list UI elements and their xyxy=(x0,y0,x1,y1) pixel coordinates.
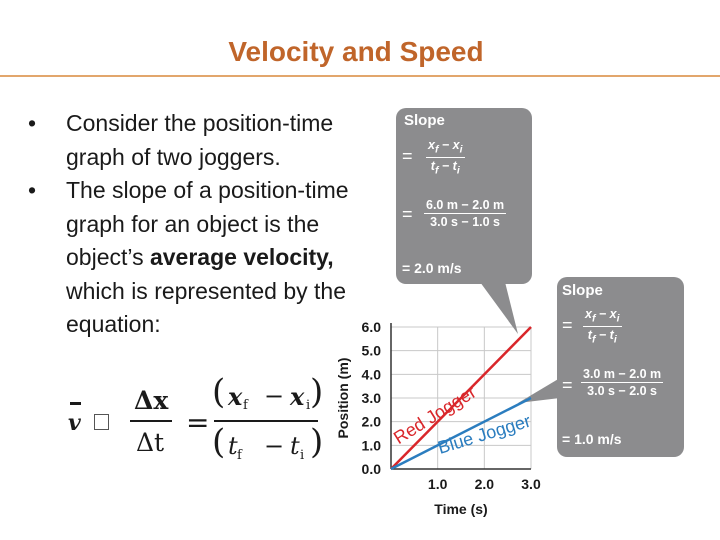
delta-x: Δx xyxy=(134,386,169,415)
y-tick-label: 6.0 xyxy=(362,319,382,335)
minus-sign: − xyxy=(264,382,285,410)
subscript-initial: i xyxy=(306,398,311,413)
x-tick-label: 2.0 xyxy=(475,476,495,492)
paren-open-bottom: ( xyxy=(212,422,226,462)
slope-callout-red: Slope = xf − xi tf − ti = 6.0 m − 2.0 m … xyxy=(396,108,532,284)
y-tick-label: 4.0 xyxy=(362,366,382,382)
y-tick-label: 5.0 xyxy=(362,343,382,359)
paren-close-top: ) xyxy=(310,372,324,412)
bullet-1-text: Consider the position-time graph of two … xyxy=(66,110,334,170)
slope-2-result: = 1.0 m/s xyxy=(562,431,622,447)
bullet-list: • Consider the position-time graph of tw… xyxy=(28,107,388,342)
x-tick-label: 3.0 xyxy=(521,476,541,492)
bullet-2-text-end: which is represented by the equation: xyxy=(66,277,346,338)
bullet-dot-icon: • xyxy=(28,177,37,203)
equals-sign: = xyxy=(186,406,210,439)
missing-glyph-box-icon xyxy=(94,414,109,430)
subscript-initial-2: i xyxy=(300,448,305,463)
x-initial: x xyxy=(290,382,305,411)
slope-2-eq-2: = xyxy=(562,375,573,395)
slope-1-eq-2: = xyxy=(402,204,413,224)
slope-callout-blue: Slope = xf − xi tf − ti = 3.0 m − 2.0 m … xyxy=(557,277,684,457)
subscript-final: f xyxy=(243,398,248,413)
chart-axes xyxy=(390,323,531,470)
y-tick-label: 3.0 xyxy=(362,390,382,406)
x-axis-label: Time (s) xyxy=(434,501,487,517)
slope-1-result: = 2.0 m/s xyxy=(402,260,462,276)
slope-1-formula: xf − xi tf − ti xyxy=(426,138,465,176)
slope-1-pointer xyxy=(480,282,518,334)
t-initial: t xyxy=(290,432,300,460)
y-tick-label: 1.0 xyxy=(362,437,382,453)
bullet-2-text: The slope of a position-time graph for a… xyxy=(66,177,349,270)
delta-t: Δt xyxy=(136,428,165,457)
paren-open-top: ( xyxy=(212,372,226,412)
slope-1-eq-1: = xyxy=(402,146,413,166)
v-bar xyxy=(70,402,81,405)
slope-1-values: 6.0 m − 2.0 m 3.0 s − 1.0 s xyxy=(424,198,507,229)
y-axis-label: Position (m) xyxy=(335,358,351,439)
paren-close-bottom: ) xyxy=(310,422,324,462)
slope-2-eq-1: = xyxy=(562,315,573,335)
fraction-bar-1 xyxy=(130,420,172,422)
bullet-item-2: • The slope of a position-time graph for… xyxy=(28,174,388,342)
minus-sign-2: − xyxy=(264,432,285,460)
y-tick-label: 0.0 xyxy=(362,461,382,477)
slope-2-values: 3.0 m − 2.0 m 3.0 s − 2.0 s xyxy=(581,367,664,398)
average-velocity-equation: v Δx Δt = ( x f − x i ) ( t f − t i ) xyxy=(66,372,356,472)
bullet-2-bold: average velocity, xyxy=(149,244,334,270)
bullet-item-1: • Consider the position-time graph of tw… xyxy=(28,107,388,174)
x-final: x xyxy=(228,382,243,411)
y-tick-label: 2.0 xyxy=(362,414,382,430)
t-final: t xyxy=(228,432,238,460)
slide-title: Velocity and Speed xyxy=(228,36,484,67)
blue-jogger-line xyxy=(390,396,532,471)
slope-2-formula: xf − xi tf − ti xyxy=(583,307,622,345)
slope-2-label: Slope xyxy=(562,282,603,299)
fraction-bar-2 xyxy=(214,420,318,422)
v-symbol: v xyxy=(68,410,81,436)
title-underline xyxy=(0,75,720,77)
subscript-final-2: f xyxy=(237,448,242,463)
red-jogger-line xyxy=(390,326,532,470)
slope-2-pointer xyxy=(518,378,560,403)
x-tick-label: 1.0 xyxy=(428,476,448,492)
slope-1-label: Slope xyxy=(404,112,445,129)
bullet-dot-icon: • xyxy=(28,110,37,136)
